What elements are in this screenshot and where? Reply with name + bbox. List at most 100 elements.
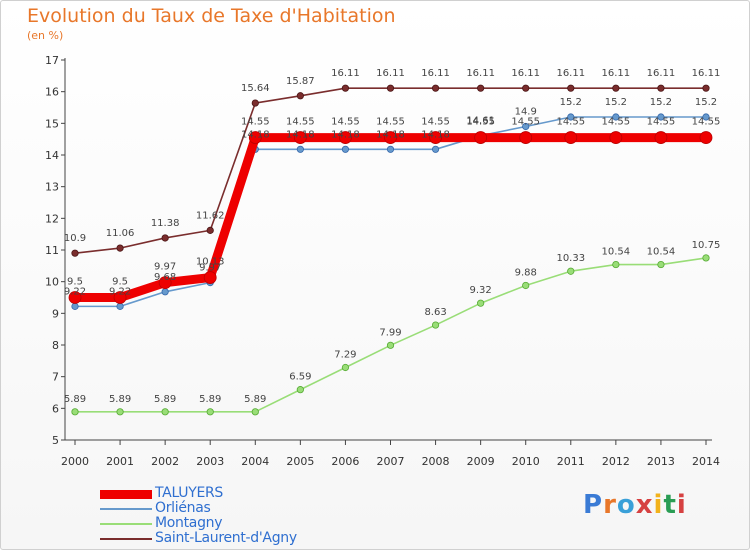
data-point [654,131,668,144]
logo-letter: o [616,490,636,520]
y-tick-label: 9 [52,307,59,320]
data-label: 11.62 [196,210,225,221]
y-tick-label: 6 [52,402,59,415]
data-label: 14.55 [421,117,450,128]
legend-item: Orliénas [100,500,360,516]
data-label: 5.89 [154,394,176,405]
data-label: 9.5 [67,277,83,288]
data-label: 14.55 [511,117,540,128]
data-point [71,302,79,310]
x-tick-label: 2003 [196,455,224,468]
data-point [386,341,395,349]
data-label: 5.89 [199,394,221,405]
data-point [567,267,575,275]
legend-label: Saint-Laurent-d'Agny [155,530,297,546]
chart-title: Evolution du Taux de Taxe d'Habitation [27,5,396,27]
x-tick-label: 2006 [331,455,359,468]
line-chart: 5 6 7 8 9 10 11 12 13 14 15 16 17 2000 2001 2002 2003 200… [45,54,720,468]
y-tick-label: 8 [52,339,59,352]
data-label: 7.29 [334,349,356,360]
data-point [522,122,530,131]
y-tick-label: 10 [45,276,59,289]
data-label: 14.55 [692,117,721,128]
data-label: 14.55 [331,117,360,128]
data-point [71,408,79,416]
data-label: 14.55 [602,117,631,128]
data-label: 10.13 [196,257,225,268]
logo-letter: t [663,490,677,520]
data-label: 15.2 [695,97,717,108]
data-point [341,363,350,372]
x-tick-label: 2011 [557,455,585,468]
legend-item: Montagny [100,515,360,531]
y-tick-label: 7 [52,371,59,384]
data-label: 10.54 [647,247,676,258]
data-label: 9.88 [515,267,537,278]
data-point [341,145,350,153]
data-label: 14.18 [331,129,360,140]
series-1 [71,113,710,310]
data-point [657,84,665,92]
data-label: 15.2 [605,97,627,108]
x-tick-label: 2000 [61,455,89,468]
legend-label: TALUYERS [155,485,224,501]
data-point [477,84,485,92]
data-point [296,145,304,153]
data-point [293,131,307,144]
data-label: 9.5 [112,277,128,288]
data-label: 14.18 [241,129,270,140]
legend-item: Saint-Laurent-d'Agny [100,530,360,546]
data-point [116,408,124,416]
data-labels: 10.9 11.06 11.38 11.62 15.64 15.87 16.11 16.11 1… [64,68,720,405]
data-label: 16.11 [692,68,721,79]
y-tick-label: 13 [45,181,59,194]
data-point [161,234,169,242]
data-point [431,84,440,92]
data-point [386,84,395,92]
axes: 5 6 7 8 9 10 11 12 13 14 15 16 17 2000 2001 2002 2003 200… [45,54,720,468]
data-point [564,131,578,144]
x-tick-label: 2002 [151,455,179,468]
legend-swatch [100,508,152,510]
data-point [71,249,79,257]
data-point [474,131,488,144]
data-label: 14.55 [466,117,495,128]
data-point [203,271,217,284]
data-label: 16.11 [602,68,631,79]
data-point [612,260,620,269]
series-0 [68,131,713,304]
data-point [702,113,710,121]
proxiti-logo: Proxiti [583,490,687,520]
data-point [431,145,440,153]
data-point [68,291,82,304]
data-label: 15.64 [241,83,270,94]
data-label: 16.11 [376,68,405,79]
data-point [699,131,713,144]
data-label: 14.18 [286,129,315,140]
data-label: 14.55 [376,117,405,128]
x-tick-label: 2005 [286,455,314,468]
data-point [296,92,304,100]
y-tick-label: 12 [45,212,59,225]
data-point [158,276,172,290]
data-point [567,113,575,121]
x-tick-label: 2007 [377,455,405,468]
data-label: 16.11 [331,68,360,79]
data-point [113,291,127,304]
data-point [567,84,575,92]
data-label: 16.11 [647,68,676,79]
data-label: 10.9 [64,233,86,244]
logo-letter: P [583,490,604,520]
data-point [477,299,485,307]
data-point [657,260,665,269]
x-tick-label: 2013 [647,455,675,468]
data-label: 9.22 [64,286,86,297]
x-tick-label: 2004 [241,455,269,468]
x-tick-label: 2012 [602,455,630,468]
data-label: 14.18 [421,129,450,140]
data-label: 9.68 [154,272,176,283]
legend-swatch [100,523,152,525]
logo-letter: r [603,490,617,520]
data-label: 11.06 [106,228,135,239]
